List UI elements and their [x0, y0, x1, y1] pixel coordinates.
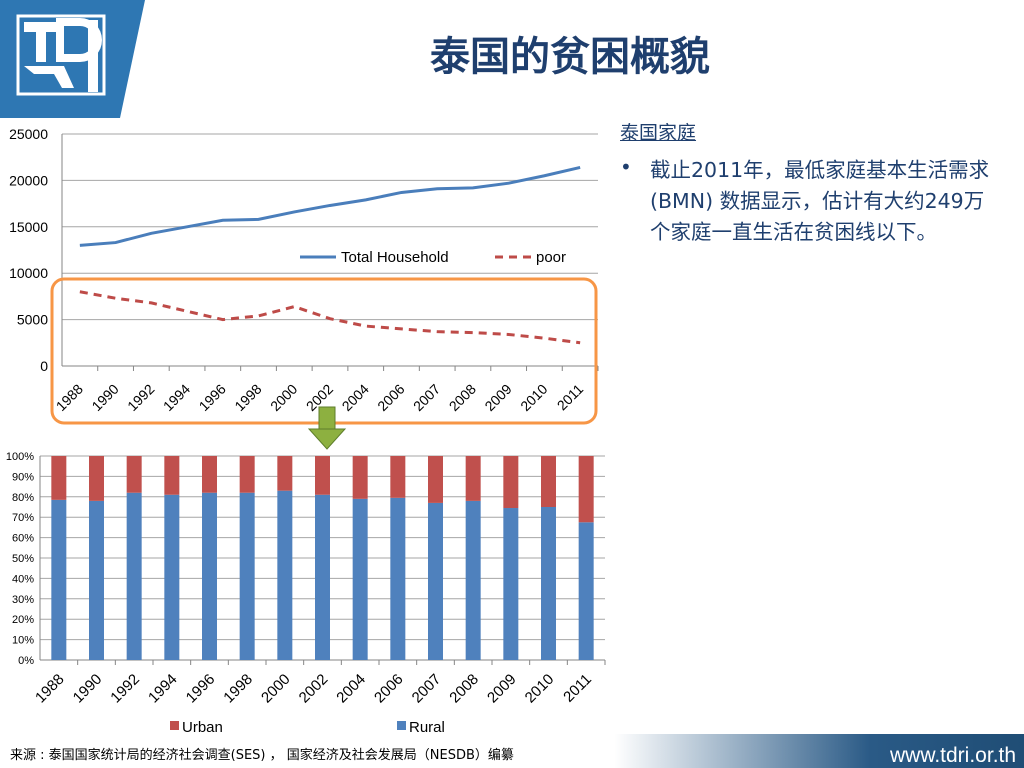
bar-urban: [390, 456, 406, 498]
x-tick-label: 2000: [258, 671, 294, 707]
bar-urban: [315, 456, 330, 495]
y-tick-label: 60%: [12, 533, 34, 545]
y-tick-label: 20000: [9, 172, 48, 188]
bar-rural: [126, 492, 142, 660]
bar-rural: [578, 522, 594, 660]
legend-swatch: [170, 721, 179, 730]
x-tick-label: 2010: [522, 671, 558, 707]
bar-urban: [428, 456, 443, 503]
x-tick-label: 2006: [371, 671, 407, 707]
footer-site: www.tdri.or.th: [890, 744, 1017, 767]
x-tick-label: 1988: [32, 671, 68, 707]
page-title: 泰国的贫困概貌: [430, 34, 710, 80]
x-tick-label: 2009: [484, 671, 520, 707]
y-tick-label: 10%: [12, 635, 34, 647]
y-tick-label: 80%: [12, 492, 34, 504]
bar-urban: [352, 456, 368, 499]
x-tick-label: 1992: [107, 671, 143, 707]
bar-rural: [202, 492, 217, 660]
bar-urban: [51, 456, 67, 500]
y-tick-label: 15000: [9, 219, 48, 235]
y-tick-label: 90%: [12, 471, 34, 483]
bar-rural: [541, 507, 556, 660]
y-tick-label: 20%: [12, 614, 34, 626]
x-tick-label: 2004: [339, 381, 372, 414]
bullet-text: 截止2011年，最低家庭基本生活需求(BMN) 数据显示，估计有大约249万个家…: [650, 158, 990, 244]
x-tick-label: 2000: [267, 381, 300, 414]
y-tick-label: 0: [40, 358, 48, 374]
x-tick-label: 1994: [160, 381, 193, 414]
logo-mark: [16, 14, 106, 96]
legend-label: Urban: [182, 719, 223, 736]
x-tick-label: 2006: [374, 381, 407, 414]
x-tick-label: 1992: [124, 381, 157, 414]
household-line: [79, 165, 581, 247]
y-tick-label: 40%: [12, 573, 34, 585]
x-tick-label: 1996: [196, 381, 229, 414]
x-tick-label: 2004: [333, 671, 369, 707]
x-tick-label: 1998: [220, 671, 256, 707]
bar-urban: [465, 456, 481, 501]
bar-rural: [352, 498, 368, 660]
bar-rural: [239, 492, 255, 660]
y-tick-label: 0%: [18, 655, 34, 667]
bar-urban: [239, 456, 255, 493]
x-tick-label: 1990: [70, 671, 106, 707]
bar-rural: [428, 502, 443, 660]
down-arrow-icon: [307, 406, 347, 450]
y-tick-label: 30%: [12, 594, 34, 606]
footer-source: 来源 : 泰国国家统计局的经济社会调查(SES) ， 国家经济及社会发展局（NE…: [10, 748, 514, 763]
bar-rural: [390, 497, 406, 660]
bar-urban: [89, 456, 104, 501]
x-tick-label: 1990: [88, 381, 121, 414]
bar-chart: 0%10%20%30%40%50%60%70%80%90%100%1988 199…: [6, 451, 606, 736]
legend-swatch: [397, 721, 406, 730]
x-tick-label: 2011: [554, 381, 587, 414]
bullet-item: • 截止2011年，最低家庭基本生活需求(BMN) 数据显示，估计有大约249万…: [620, 155, 1000, 248]
y-tick-label: 5000: [17, 312, 48, 328]
y-tick-label: 50%: [12, 553, 34, 565]
bar-urban: [503, 456, 519, 509]
y-tick-label: 10000: [9, 265, 48, 281]
bar-rural: [277, 490, 293, 660]
x-tick-label: 2002: [296, 671, 332, 707]
bar-rural: [315, 494, 330, 660]
bar-urban: [277, 456, 293, 491]
x-tick-label: 2011: [560, 671, 595, 706]
x-tick-label: 1996: [183, 671, 219, 707]
tdri-logo: [0, 0, 145, 118]
x-tick-label: 1988: [53, 381, 86, 414]
bar-urban: [578, 456, 594, 523]
x-tick-label: 2010: [517, 381, 550, 414]
bar-rural: [465, 500, 481, 660]
footer-band: [0, 734, 1024, 768]
bar-rural: [503, 508, 519, 660]
y-tick-label: 25000: [9, 126, 48, 142]
bar-urban: [126, 456, 142, 493]
x-tick-label: 2007: [409, 671, 445, 707]
x-tick-label: 2007: [410, 381, 443, 414]
y-tick-label: 100%: [6, 451, 34, 463]
bar-urban: [541, 456, 556, 507]
bar-urban: [164, 456, 180, 495]
y-tick-label: 70%: [12, 512, 34, 524]
legend-label: poor: [536, 249, 566, 266]
poor-line: [79, 290, 581, 345]
x-tick-label: 2009: [481, 381, 514, 414]
legend-label: Rural: [409, 719, 445, 736]
x-tick-label: 2008: [446, 671, 482, 707]
x-tick-label: 1994: [145, 671, 181, 707]
bullet-symbol: •: [620, 155, 632, 179]
bar-urban: [202, 456, 217, 493]
side-heading: 泰国家庭: [620, 122, 697, 144]
x-tick-label: 1998: [231, 381, 264, 414]
bar-rural: [51, 499, 67, 660]
legend-label: Total Household: [341, 249, 449, 266]
x-tick-label: 2008: [446, 381, 479, 414]
bar-rural: [164, 494, 180, 660]
side-panel: 泰国家庭 • 截止2011年，最低家庭基本生活需求(BMN) 数据显示，估计有大…: [620, 118, 1000, 248]
bar-rural: [89, 500, 104, 660]
